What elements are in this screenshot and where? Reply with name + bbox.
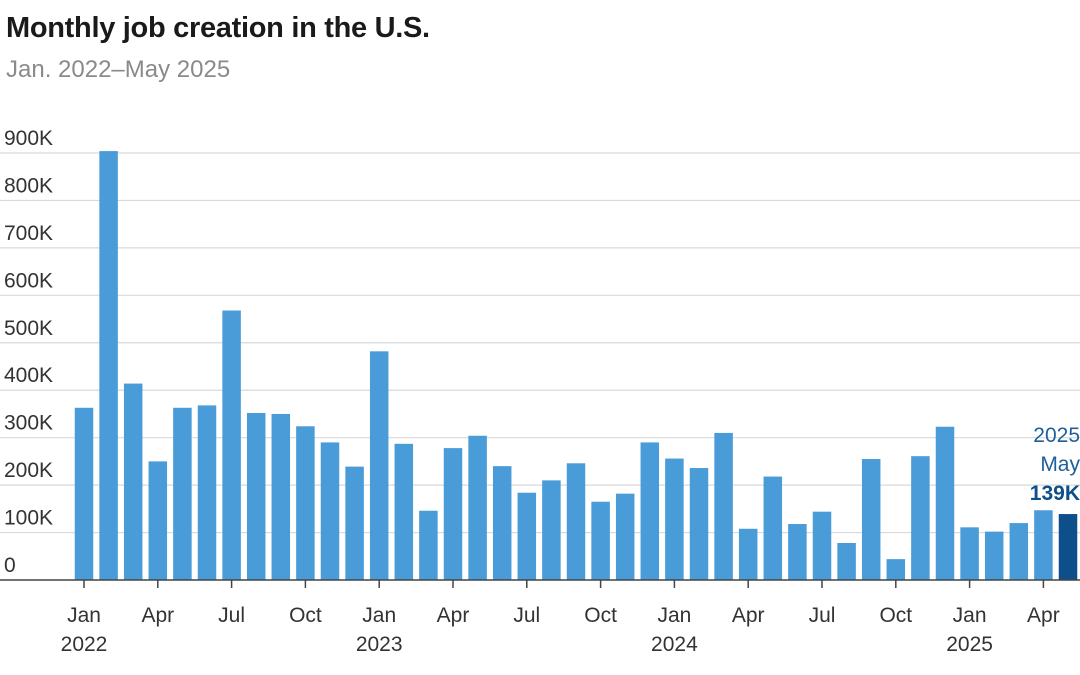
x-tick-year-label: 2024	[651, 633, 698, 656]
y-tick-label: 900K	[4, 127, 53, 150]
x-tick-label: Apr	[1027, 604, 1060, 627]
bar-2024-05	[763, 476, 783, 580]
x-tick-label: Jul	[809, 604, 836, 627]
bar-2025-05	[1058, 514, 1078, 580]
x-tick-label: Jul	[513, 604, 540, 627]
x-tick-label: Jan	[362, 604, 396, 627]
bar-2022-12	[345, 466, 364, 580]
bar-2022-09	[271, 413, 291, 580]
bar-2023-12	[640, 442, 660, 580]
bar-2023-07	[517, 492, 537, 580]
bar-2024-08	[837, 542, 856, 580]
bar-2022-03	[123, 383, 143, 580]
x-tick-label: Oct	[289, 604, 322, 627]
bar-2024-01	[665, 458, 684, 580]
y-tick-label: 500K	[4, 317, 53, 340]
bar-2023-10	[591, 501, 610, 580]
x-tick-label: Jul	[218, 604, 245, 627]
y-tick-label: 800K	[4, 174, 53, 197]
bar-2023-11	[615, 493, 635, 580]
x-tick-label: Jan	[67, 604, 101, 627]
bar-2024-06	[788, 524, 807, 580]
bar-2022-08	[246, 412, 266, 580]
bar-2025-03	[1009, 523, 1029, 580]
bar-2025-02	[984, 531, 1004, 580]
last-value-annotation: 2025 May 139K	[1030, 424, 1080, 505]
y-tick-label: 400K	[4, 364, 53, 387]
y-tick-label: 700K	[4, 222, 53, 245]
bar-2023-09	[566, 463, 586, 580]
bar-2024-07	[812, 511, 832, 580]
bar-2022-01	[74, 407, 94, 580]
bar-2022-11	[320, 442, 340, 580]
y-tick-label: 200K	[4, 459, 53, 482]
bar-2024-02	[689, 468, 709, 580]
y-tick-label: 300K	[4, 412, 53, 435]
x-tick-year-label: 2023	[356, 633, 403, 656]
x-tick-label: Jan	[953, 604, 987, 627]
annotation-value: 139K	[1030, 482, 1080, 505]
bar-2023-02	[394, 443, 414, 580]
annotation-year: 2025	[1033, 424, 1080, 447]
y-tick-label: 100K	[4, 507, 53, 530]
x-tick-label: Apr	[732, 604, 765, 627]
x-tick-label: Oct	[879, 604, 912, 627]
x-tick-label: Apr	[437, 604, 470, 627]
bar-2023-05	[468, 435, 487, 580]
bar-2024-09	[861, 459, 881, 580]
bar-2025-01	[960, 527, 979, 580]
chart-subtitle: Jan. 2022–May 2025	[6, 56, 231, 83]
bar-2022-10	[296, 426, 315, 580]
x-tick-label: Oct	[584, 604, 617, 627]
bars	[74, 151, 1078, 580]
gridlines	[0, 152, 1080, 534]
bar-2022-06	[197, 405, 217, 580]
x-axis-ticks: Jan 2022 Apr Jul Oct Jan 2023 Apr Jul Oct Jan 2024 A…	[61, 580, 1060, 656]
bar-2022-02	[99, 151, 118, 580]
bar-2024-12	[935, 426, 955, 580]
annotation-month: May	[1040, 453, 1080, 476]
x-tick-label: Apr	[141, 604, 174, 627]
bar-2023-06	[492, 466, 512, 580]
x-tick-year-label: 2022	[61, 633, 108, 656]
bar-2022-07	[222, 310, 241, 580]
x-tick-label: Jan	[657, 604, 691, 627]
bar-2024-11	[911, 456, 930, 580]
bar-2023-08	[542, 480, 561, 580]
bar-2023-04	[443, 448, 463, 580]
bar-2024-03	[714, 432, 733, 580]
x-tick-year-label: 2025	[946, 633, 993, 656]
bar-2024-10	[886, 559, 906, 580]
bar-2025-04	[1034, 510, 1053, 580]
chart-title: Monthly job creation in the U.S.	[6, 12, 430, 44]
bar-2023-03	[419, 510, 438, 580]
bar-2022-04	[148, 461, 168, 580]
bar-2024-04	[738, 528, 758, 580]
bar-2022-05	[173, 407, 192, 580]
y-tick-label: 600K	[4, 269, 53, 292]
y-axis-ticks: 0 100K 200K 300K 400K 500K 600K 700K 800K 900K	[4, 127, 53, 577]
bar-2023-01	[369, 351, 389, 580]
y-tick-label: 0	[4, 554, 16, 577]
